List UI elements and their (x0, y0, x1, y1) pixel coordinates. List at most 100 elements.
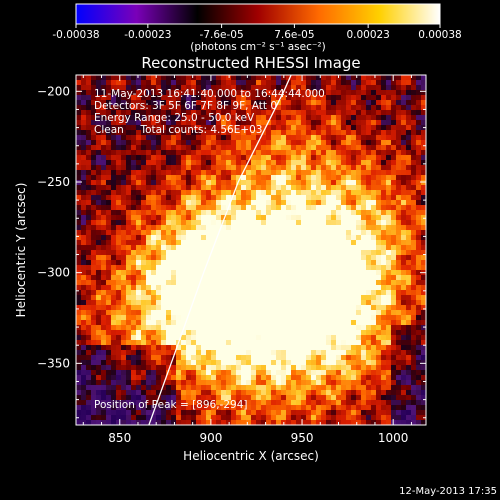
heatmap-cell (151, 160, 157, 166)
heatmap-cell (171, 120, 177, 126)
heatmap-cell (206, 165, 212, 171)
heatmap-cell (336, 390, 342, 396)
heatmap-cell (346, 305, 352, 311)
heatmap-cell (96, 225, 102, 231)
heatmap-cell (356, 365, 362, 371)
heatmap-cell (261, 360, 267, 366)
heatmap-cell (111, 370, 117, 376)
heatmap-cell (156, 145, 162, 151)
heatmap-cell (396, 405, 402, 411)
heatmap-cell (136, 415, 142, 421)
heatmap-cell (261, 420, 267, 425)
heatmap-cell (286, 245, 292, 251)
heatmap-cell (376, 310, 382, 316)
heatmap-cell (226, 275, 232, 281)
heatmap-cell (271, 415, 277, 421)
heatmap-cell (181, 380, 187, 386)
heatmap-cell (351, 380, 357, 386)
heatmap-cell (286, 170, 292, 176)
heatmap-cell (76, 110, 82, 116)
heatmap-cell (131, 145, 137, 151)
heatmap-cell (386, 230, 392, 236)
heatmap-cell (131, 200, 137, 206)
heatmap-cell (111, 345, 117, 351)
heatmap-cell (321, 270, 327, 276)
heatmap-cell (311, 320, 317, 326)
heatmap-cell (176, 360, 182, 366)
heatmap-cell (396, 175, 402, 181)
heatmap-cell (86, 95, 92, 101)
heatmap-cell (86, 130, 92, 136)
heatmap-cell (321, 105, 327, 111)
heatmap-cell (201, 200, 207, 206)
heatmap-cell (286, 365, 292, 371)
heatmap-cell (171, 375, 177, 381)
heatmap-cell (91, 155, 97, 161)
heatmap-cell (146, 290, 152, 296)
heatmap-cell (296, 340, 302, 346)
heatmap-cell (116, 240, 122, 246)
heatmap-cell (111, 165, 117, 171)
heatmap-cell (206, 230, 212, 236)
heatmap-cell (361, 140, 367, 146)
heatmap-cell (181, 200, 187, 206)
heatmap-cell (106, 375, 112, 381)
heatmap-cell (356, 390, 362, 396)
heatmap-cell (296, 175, 302, 181)
heatmap-cell (301, 360, 307, 366)
heatmap-cell (211, 405, 217, 411)
heatmap-cell (186, 80, 192, 86)
heatmap-cell (271, 220, 277, 226)
heatmap-cell (246, 190, 252, 196)
heatmap-cell (126, 185, 132, 191)
heatmap-cell (256, 290, 262, 296)
heatmap-cell (131, 85, 137, 91)
heatmap-cell (231, 235, 237, 241)
heatmap-cell (221, 345, 227, 351)
heatmap-cell (246, 310, 252, 316)
heatmap-cell (141, 325, 147, 331)
heatmap-cell (236, 325, 242, 331)
heatmap-cell (261, 215, 267, 221)
heatmap-cell (121, 185, 127, 191)
heatmap-cell (186, 115, 192, 121)
heatmap-cell (166, 370, 172, 376)
heatmap-cell (176, 90, 182, 96)
heatmap-cell (371, 210, 377, 216)
heatmap-cell (231, 170, 237, 176)
heatmap-cell (241, 110, 247, 116)
heatmap-cell (101, 215, 107, 221)
heatmap-cell (191, 80, 197, 86)
heatmap-cell (266, 245, 272, 251)
heatmap-cell (206, 330, 212, 336)
heatmap-cell (406, 345, 412, 351)
heatmap-cell (256, 110, 262, 116)
heatmap-cell (216, 415, 222, 421)
heatmap-cell (346, 115, 352, 121)
heatmap-cell (296, 405, 302, 411)
heatmap-cell (381, 280, 387, 286)
heatmap-cell (236, 225, 242, 231)
heatmap-cell (331, 400, 337, 406)
heatmap-cell (301, 340, 307, 346)
heatmap-cell (106, 95, 112, 101)
heatmap-cell (406, 85, 412, 91)
heatmap-cell (241, 205, 247, 211)
heatmap-cell (366, 375, 372, 381)
heatmap-cell (396, 205, 402, 211)
heatmap-cell (91, 395, 97, 401)
heatmap-cell (341, 110, 347, 116)
heatmap-cell (86, 320, 92, 326)
heatmap-cell (361, 305, 367, 311)
heatmap-cell (346, 145, 352, 151)
heatmap-cell (341, 320, 347, 326)
heatmap-cell (276, 290, 282, 296)
heatmap-cell (341, 410, 347, 416)
heatmap-cell (141, 200, 147, 206)
heatmap-cell (206, 220, 212, 226)
heatmap-cell (301, 275, 307, 281)
heatmap-cell (241, 375, 247, 381)
heatmap-cell (281, 305, 287, 311)
heatmap-cell (161, 125, 167, 131)
heatmap-cell (276, 205, 282, 211)
